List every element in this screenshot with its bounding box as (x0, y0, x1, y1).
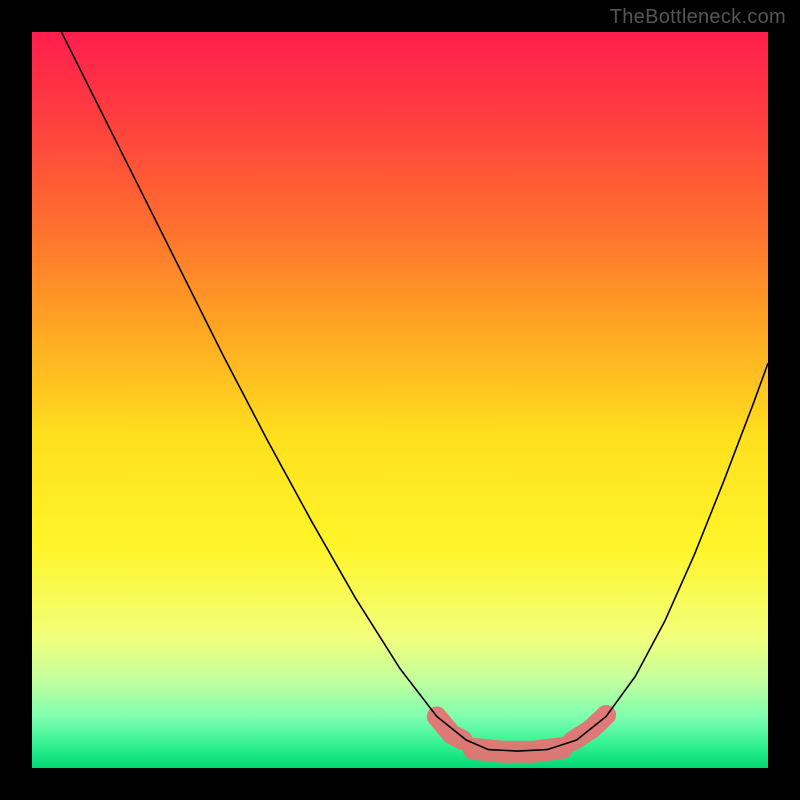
chart-outer-frame: TheBottleneck.com (0, 0, 800, 800)
chart-background (32, 32, 768, 768)
chart-svg (32, 32, 768, 768)
watermark-text: TheBottleneck.com (610, 6, 786, 29)
plot-area (32, 32, 768, 768)
